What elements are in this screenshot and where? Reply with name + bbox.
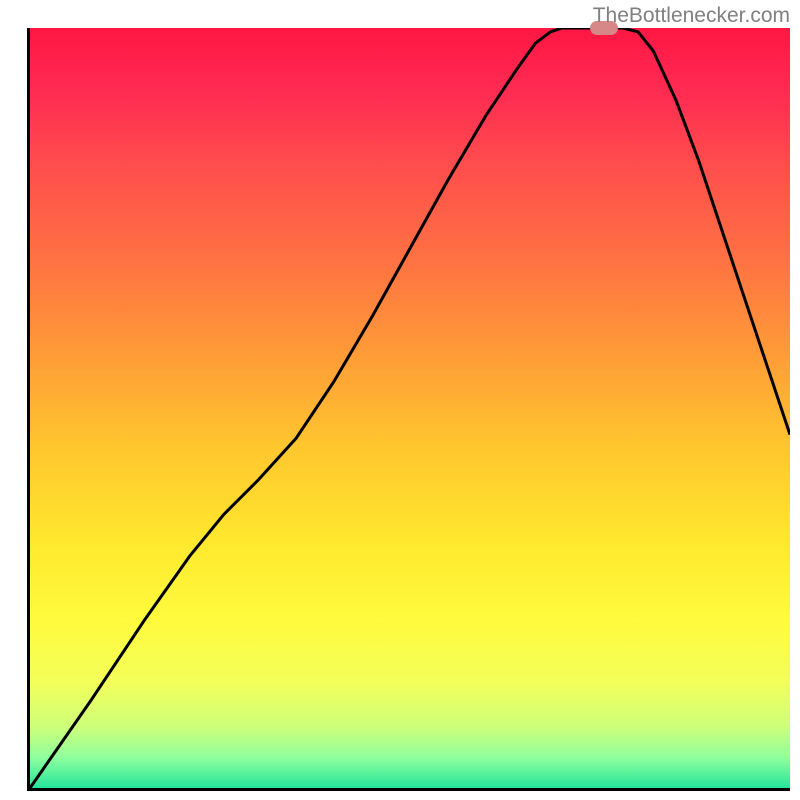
gradient-background [30, 28, 790, 788]
y-axis [27, 28, 30, 791]
plot-area [30, 28, 790, 788]
bottleneck-chart: TheBottlenecker.com [0, 0, 800, 800]
x-axis [27, 788, 790, 791]
watermark: TheBottlenecker.com [593, 4, 790, 28]
